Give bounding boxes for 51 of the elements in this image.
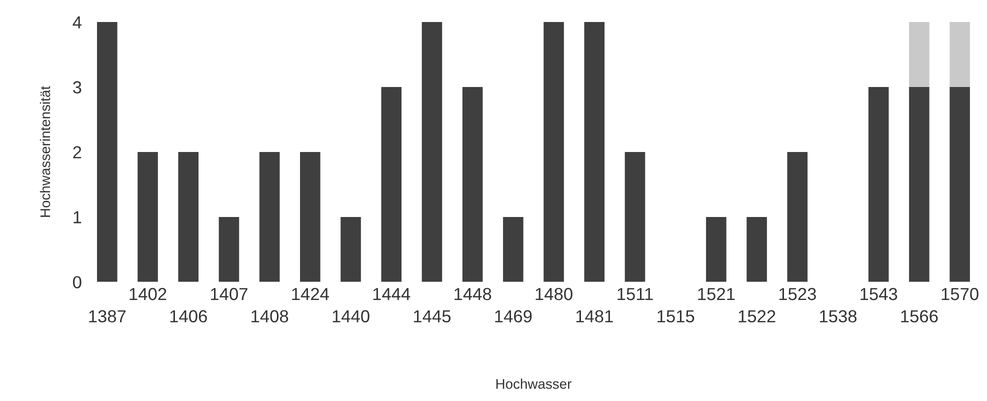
bar bbox=[381, 87, 402, 282]
x-tick-label: 1387 bbox=[89, 310, 126, 322]
bar bbox=[584, 22, 605, 282]
bar bbox=[909, 22, 930, 88]
bar bbox=[462, 87, 483, 282]
bar bbox=[868, 87, 889, 282]
bar bbox=[544, 22, 564, 282]
bar bbox=[706, 216, 726, 282]
bar bbox=[97, 22, 118, 282]
bar bbox=[340, 216, 361, 282]
x-tick-label: 1543 bbox=[860, 288, 898, 300]
bar bbox=[787, 152, 808, 282]
x-tick-label: 1480 bbox=[536, 288, 572, 300]
x-tick-label: 1522 bbox=[738, 310, 776, 322]
y-tick-label: 2 bbox=[73, 146, 82, 158]
x-tick-label: 1402 bbox=[130, 288, 166, 300]
bar bbox=[746, 216, 767, 282]
x-tick-label: 1566 bbox=[901, 310, 938, 322]
y-tick-label: 3 bbox=[73, 81, 82, 94]
bar bbox=[178, 152, 199, 282]
bar bbox=[138, 152, 158, 282]
x-tick-label: 1570 bbox=[942, 288, 978, 300]
x-tick-label: 1521 bbox=[698, 288, 735, 300]
x-tick-label: 1538 bbox=[820, 310, 857, 322]
x-tick-label: 1407 bbox=[210, 288, 248, 300]
bar bbox=[503, 216, 524, 282]
bar bbox=[259, 152, 280, 282]
bar bbox=[300, 152, 320, 282]
x-tick-label: 1523 bbox=[779, 288, 816, 300]
bar bbox=[950, 22, 970, 88]
x-tick-label: 1448 bbox=[454, 288, 492, 300]
x-axis-title: Hochwasser bbox=[496, 378, 572, 389]
bar bbox=[422, 22, 442, 282]
bar bbox=[218, 216, 240, 282]
x-tick-label: 1444 bbox=[373, 288, 410, 300]
y-tick-label: 1 bbox=[74, 211, 82, 224]
y-tick-label: 0 bbox=[73, 276, 82, 288]
y-tick-label: 4 bbox=[72, 16, 82, 28]
x-tick-label: 1481 bbox=[576, 310, 613, 322]
x-tick-label: 1511 bbox=[618, 288, 653, 300]
x-tick-label: 1515 bbox=[658, 310, 694, 322]
x-tick-label: 1469 bbox=[495, 310, 532, 322]
x-tick-label: 1445 bbox=[414, 310, 451, 322]
x-tick-label: 1406 bbox=[170, 310, 207, 322]
x-tick-label: 1424 bbox=[292, 288, 329, 300]
x-tick-label: 1440 bbox=[332, 310, 370, 322]
x-tick-label: 1408 bbox=[252, 310, 288, 322]
bar bbox=[624, 152, 646, 282]
bar bbox=[909, 87, 930, 282]
y-axis-title: Hochwasserintensität bbox=[40, 86, 50, 217]
bar bbox=[950, 87, 970, 282]
